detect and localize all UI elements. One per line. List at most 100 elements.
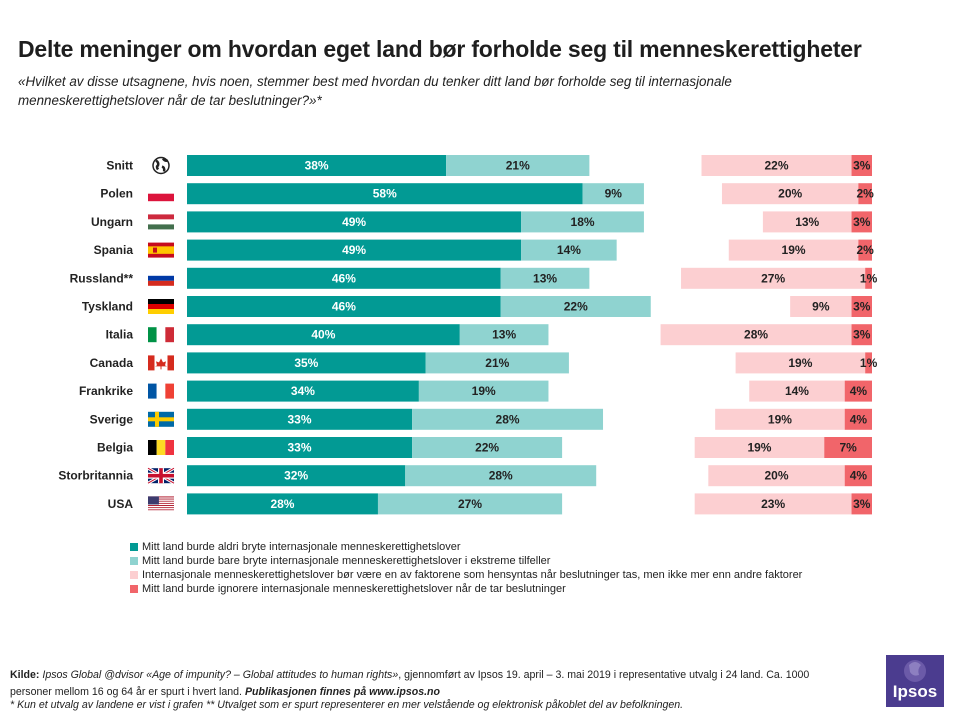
data-label-ignore: 3%	[853, 328, 871, 342]
chart-subtitle: «Hvilket av disse utsagnene, hvis noen, …	[18, 74, 732, 108]
bar-one-factor	[762, 211, 852, 233]
bar-never-breach	[187, 155, 447, 176]
bar-one-factor	[790, 296, 852, 317]
flag-icon-usa	[148, 496, 174, 512]
data-label-ignore: 1%	[860, 356, 878, 370]
bar-one-factor	[694, 493, 852, 515]
bar-never-breach	[187, 493, 378, 515]
chart-row: Italia 40% 13% 28% 3%	[106, 324, 872, 346]
bar-extreme-cases	[446, 155, 590, 176]
category-label: Russland**	[70, 271, 134, 285]
data-label-never-breach: 35%	[294, 356, 318, 370]
chart-row: Russland** 46% 13% 27% 1%	[70, 267, 878, 289]
category-label: Frankrike	[79, 384, 133, 398]
category-label: USA	[108, 497, 134, 511]
data-label-ignore: 3%	[853, 159, 871, 173]
bar-extreme-cases	[521, 211, 644, 233]
legend-label: Mitt land burde aldri bryte internasjona…	[142, 541, 461, 553]
bar-never-breach	[187, 267, 501, 289]
data-label-ignore: 2%	[857, 187, 875, 201]
bar-never-breach	[187, 437, 413, 458]
bar-extreme-cases	[418, 380, 549, 402]
chart-row: Belgia 33% 22% 19% 7%	[97, 437, 872, 458]
publication-link[interactable]: Publikasjonen finnes på www.ipsos.no	[244, 686, 440, 698]
bar-ignore	[844, 408, 872, 430]
chart-row: USA 28% 27% 23% 3%	[108, 493, 872, 515]
data-label-never-breach: 34%	[291, 384, 315, 398]
data-label-one-factor: 9%	[812, 300, 830, 314]
data-label-never-breach: 49%	[342, 243, 366, 257]
data-label-extreme-cases: 22%	[475, 441, 499, 455]
flag-icon-tyskland	[148, 299, 174, 314]
logo-text: Ipsos	[892, 682, 938, 701]
legend: Mitt land burde aldri bryte internasjona…	[130, 540, 802, 596]
data-label-never-breach: 46%	[332, 300, 356, 314]
category-label: Polen	[100, 187, 133, 201]
flag-icon-belgia	[148, 440, 174, 455]
bar-ignore	[851, 155, 872, 176]
bar-extreme-cases	[459, 324, 549, 346]
chart-row: Tyskland 46% 22% 9% 3%	[82, 296, 872, 317]
data-label-ignore: 3%	[853, 300, 871, 314]
bar-never-breach	[187, 296, 501, 317]
bar-one-factor	[728, 239, 859, 261]
data-label-one-factor: 27%	[761, 271, 785, 285]
bar-ignore	[851, 211, 872, 233]
bar-extreme-cases	[425, 352, 569, 374]
chart-row: Frankrike 34% 19% 14% 4%	[79, 380, 872, 402]
chart-title: Delte meninger om hvordan eget land bør …	[18, 36, 862, 62]
data-label-extreme-cases: 21%	[485, 356, 509, 370]
source-text: , gjennomført av Ipsos 19. april – 3. ma…	[10, 669, 810, 698]
flag-icon-spania	[148, 242, 174, 258]
data-label-extreme-cases: 13%	[492, 328, 516, 342]
data-label-extreme-cases: 21%	[506, 159, 530, 173]
data-label-ignore: 4%	[850, 384, 868, 398]
legend-swatch	[130, 571, 138, 579]
category-label: Spania	[94, 243, 134, 257]
chart-row: Canada 35% 21% 19% 1%	[90, 352, 878, 374]
data-label-never-breach: 33%	[288, 441, 312, 455]
data-label-extreme-cases: 28%	[489, 469, 513, 483]
logo-mark	[904, 660, 926, 682]
bar-one-factor	[735, 352, 866, 374]
bar-ignore	[824, 437, 872, 458]
data-label-ignore: 2%	[857, 243, 875, 257]
bar-ignore	[851, 493, 872, 515]
category-label: Storbritannia	[58, 469, 133, 483]
bar-extreme-cases	[412, 437, 563, 458]
bar-one-factor	[715, 408, 845, 430]
chart-row: Snitt 38% 21% 22% 3%	[106, 155, 872, 176]
bar-one-factor	[694, 437, 825, 458]
data-label-one-factor: 14%	[785, 384, 809, 398]
data-label-one-factor: 13%	[795, 215, 819, 229]
data-label-ignore: 4%	[850, 469, 868, 483]
bar-extreme-cases	[405, 465, 597, 487]
legend-item: Internasjonale menneskerettighetslover b…	[130, 568, 802, 582]
bar-ignore	[851, 324, 872, 346]
data-label-one-factor: 22%	[765, 159, 789, 173]
bar-ignore	[851, 296, 872, 317]
chart-row: Storbritannia 32% 28% 20% 4%	[58, 465, 872, 487]
data-label-ignore: 7%	[839, 441, 857, 455]
bar-never-breach	[187, 380, 419, 402]
flag-icon-russland	[148, 270, 174, 286]
category-label: Ungarn	[91, 215, 133, 229]
data-label-ignore: 3%	[853, 215, 871, 229]
data-label-never-breach: 40%	[311, 328, 335, 342]
flag-icon-storbritannia	[147, 466, 175, 485]
chart-row: Ungarn 49% 18% 13% 3%	[91, 211, 872, 233]
category-label: Sverige	[90, 412, 134, 426]
data-label-never-breach: 38%	[305, 159, 329, 173]
chart-row: Polen 58% 9% 20% 2%	[100, 183, 875, 205]
bar-ignore	[858, 239, 872, 261]
data-label-extreme-cases: 14%	[557, 243, 581, 257]
data-label-extreme-cases: 19%	[472, 384, 496, 398]
bar-one-factor	[708, 465, 845, 487]
legend-label: Mitt land burde bare bryte internasjonal…	[142, 555, 551, 567]
data-label-extreme-cases: 22%	[564, 300, 588, 314]
bar-one-factor	[721, 183, 859, 205]
chart-row: Sverige 33% 28% 19% 4%	[90, 408, 872, 430]
category-label: Tyskland	[82, 300, 133, 314]
data-label-one-factor: 19%	[768, 412, 792, 426]
bar-ignore	[844, 465, 872, 487]
